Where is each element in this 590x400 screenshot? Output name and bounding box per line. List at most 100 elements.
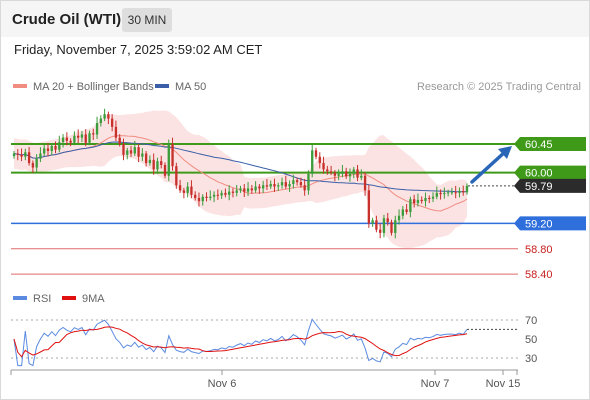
candle <box>454 185 457 199</box>
timeframe-badge[interactable]: 30 MIN <box>122 8 172 32</box>
candle-body <box>228 191 231 195</box>
candle-body <box>163 164 167 176</box>
candle <box>443 187 446 199</box>
forecast-arrow <box>470 146 512 184</box>
candle <box>235 184 238 197</box>
candle <box>352 166 355 179</box>
level-label-59-20: 59.20 <box>525 218 553 230</box>
candle-body <box>390 222 393 233</box>
candle <box>61 134 65 148</box>
candle <box>114 120 118 142</box>
candle-body <box>258 186 261 189</box>
candle-body <box>322 163 325 170</box>
candle <box>416 193 420 207</box>
candle <box>182 187 186 199</box>
candle-body <box>171 144 174 167</box>
candle-body <box>126 150 129 155</box>
candle-body <box>420 199 423 202</box>
candle-body <box>303 185 306 191</box>
last-price-tag <box>514 178 586 193</box>
candle-body <box>435 192 438 197</box>
candle-body <box>186 186 189 193</box>
candle <box>375 215 378 233</box>
rsi-legend-swatch <box>13 296 27 300</box>
candle-body <box>243 188 246 192</box>
rsi-tick-label: 30 <box>525 353 537 365</box>
candle-body <box>401 209 404 216</box>
level-label-58-40: 58.40 <box>525 269 553 281</box>
candle-body <box>35 158 38 168</box>
candle <box>118 134 121 147</box>
candle-body <box>209 196 212 198</box>
candle-body <box>273 184 276 187</box>
rsi-ma-legend-label: 9MA <box>82 293 105 305</box>
candle <box>307 170 310 195</box>
candle-body <box>265 185 269 187</box>
candle-body <box>311 150 314 174</box>
candle <box>333 170 337 182</box>
header-bar: Crude Oil (WTI) 30 MIN <box>1 1 589 37</box>
candle <box>73 131 76 146</box>
candle <box>99 115 102 127</box>
candle <box>446 189 450 197</box>
candle-body <box>182 190 186 193</box>
rsi-panel: 30 50 70 <box>11 315 537 367</box>
candle-body <box>462 190 465 193</box>
candle <box>107 111 110 124</box>
ma50-legend-label: MA 50 <box>175 81 206 93</box>
candle <box>348 168 352 182</box>
candle-body <box>190 186 193 195</box>
candle <box>292 174 295 189</box>
candle <box>261 180 265 193</box>
candle <box>54 141 57 154</box>
candle <box>265 178 269 191</box>
level-label-58-80: 58.80 <box>525 244 553 256</box>
candle <box>405 204 408 215</box>
candle-body <box>201 196 204 202</box>
candle <box>156 157 159 174</box>
candle-body <box>129 150 133 154</box>
candle <box>24 148 27 161</box>
last-price-label: 59.79 <box>525 181 553 193</box>
candle-body <box>405 209 408 212</box>
candle-body <box>314 150 318 157</box>
candle <box>254 181 257 193</box>
candle <box>280 177 284 189</box>
candle <box>197 192 201 207</box>
rsi-line <box>13 318 468 367</box>
candle <box>390 219 393 236</box>
candle <box>144 150 148 167</box>
time-axis: Nov 6 Nov 7 Nov 15 <box>10 370 520 390</box>
candle <box>258 184 261 194</box>
candle-body <box>397 215 401 221</box>
candle-body <box>92 133 95 135</box>
candle <box>16 149 19 161</box>
candle <box>311 144 314 178</box>
instrument-title: Crude Oil (WTI) <box>12 11 122 28</box>
candle-body <box>69 140 72 143</box>
candle-body <box>443 192 446 195</box>
candle <box>341 164 344 178</box>
candle-body <box>167 144 170 176</box>
candle <box>360 169 363 181</box>
candle-body <box>446 192 450 194</box>
candle-body <box>77 135 80 138</box>
candle-body <box>95 123 99 135</box>
forecast-arrow-head <box>498 146 512 159</box>
candle-body <box>246 188 250 192</box>
candle <box>394 215 397 239</box>
key-levels <box>11 143 518 275</box>
candle-body <box>416 199 420 204</box>
candle <box>133 140 136 157</box>
candle-body <box>412 199 416 204</box>
candle-body <box>43 148 46 154</box>
candle <box>39 147 42 163</box>
candle-body <box>50 145 53 151</box>
candle <box>31 160 35 173</box>
candle-body <box>16 153 19 155</box>
candle <box>382 214 386 238</box>
candle-body <box>375 220 378 230</box>
candle-body <box>103 114 106 119</box>
candle-body <box>114 126 118 138</box>
